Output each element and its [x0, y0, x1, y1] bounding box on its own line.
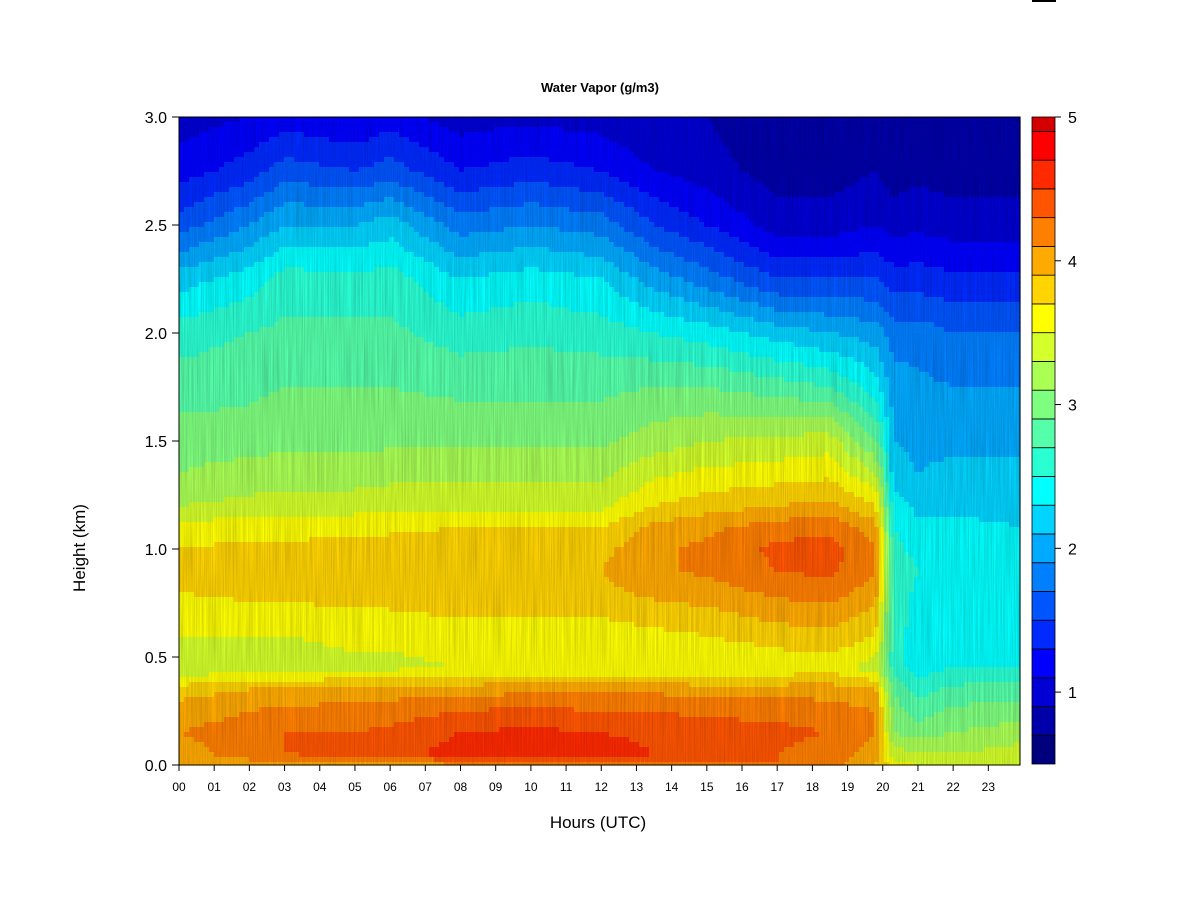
corner-mark	[1032, 0, 1056, 2]
chart-title: Water Vapor (g/m3)	[0, 80, 1200, 95]
